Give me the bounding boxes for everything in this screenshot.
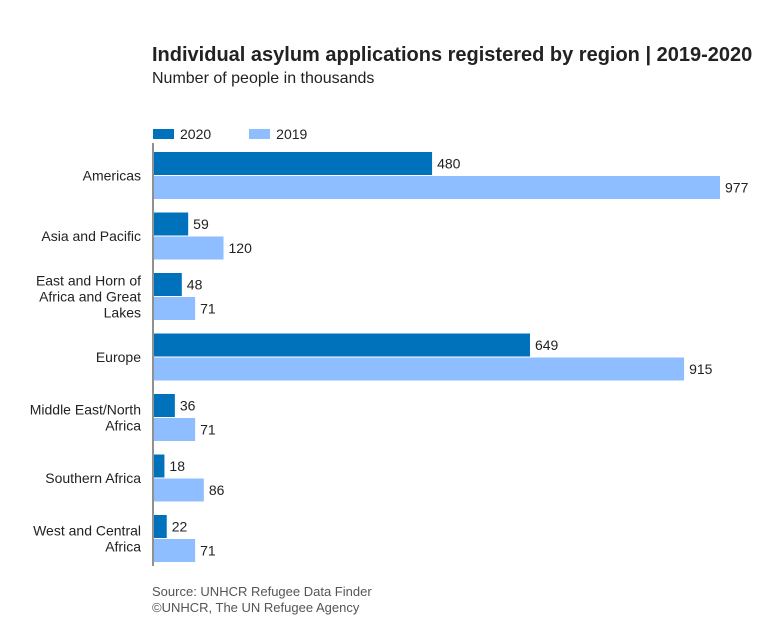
category-label-line: Americas — [83, 168, 141, 184]
data-label-2020: 649 — [535, 337, 559, 353]
category-label: Americas — [83, 168, 141, 184]
bar-2019 — [154, 418, 196, 441]
category-label: Middle East/North Africa — [30, 402, 141, 434]
bar-2020 — [154, 333, 530, 357]
category-labels-group: Americas Asia and Pacific East and Horn of… — [30, 168, 141, 555]
data-label-2020: 36 — [180, 398, 196, 414]
category-label: West and Central Africa — [33, 523, 141, 555]
chart-subtitle: Number of people in thousands — [152, 70, 375, 87]
data-label-2019: 71 — [200, 301, 216, 317]
bar-2020 — [154, 152, 433, 175]
category-label-line: Middle East/North — [30, 402, 141, 418]
data-label-2019: 71 — [200, 422, 216, 438]
category-label-line: Lakes — [104, 305, 141, 321]
legend-item-2019: 2019 — [249, 126, 307, 142]
source-text: Source: UNHCR Refugee Data Finder — [152, 584, 372, 599]
legend-swatch-2020 — [153, 129, 174, 139]
legend-item-2020: 2020 — [153, 126, 211, 142]
bar-2020 — [154, 515, 167, 538]
bar-2019 — [154, 297, 196, 320]
category-label-line: Africa and Great — [39, 289, 141, 305]
data-label-2019: 120 — [229, 240, 253, 256]
bar-2020 — [154, 394, 175, 417]
category-label: Europe — [96, 349, 141, 365]
bar-2019 — [154, 176, 720, 199]
category-label-line: Europe — [96, 349, 141, 365]
source-note: Source: UNHCR Refugee Data Finder ©UNHCR… — [152, 584, 372, 616]
bar-2019 — [154, 478, 204, 502]
legend-swatch-2019 — [249, 129, 271, 139]
data-label-2020: 18 — [169, 458, 185, 474]
category-label: Southern Africa — [45, 470, 141, 486]
category-label-line: Africa — [105, 539, 141, 555]
category-label-line: West and Central — [33, 523, 141, 539]
legend: 2020 2019 — [153, 126, 345, 142]
bar-2019 — [154, 539, 196, 562]
data-label-2019: 71 — [200, 543, 216, 559]
legend-label-2019: 2019 — [276, 126, 308, 142]
data-label-2020: 22 — [172, 519, 188, 535]
data-label-2019: 977 — [725, 180, 749, 196]
category-label: East and Horn of Africa and Great Lakes — [36, 273, 141, 321]
data-label-2020: 48 — [187, 277, 203, 293]
chart-title: Individual asylum applications registere… — [152, 44, 753, 66]
category-label-line: Africa — [105, 418, 141, 434]
data-label-2019: 915 — [689, 361, 713, 377]
category-label-line: East and Horn of — [36, 273, 141, 289]
bar-2020 — [154, 454, 165, 478]
data-label-2020: 59 — [193, 216, 209, 232]
credit-text: ©UNHCR, The UN Refugee Agency — [152, 600, 360, 615]
bar-2019 — [154, 236, 224, 260]
data-label-2019: 86 — [209, 482, 225, 498]
bar-2019 — [154, 357, 685, 381]
bar-2020 — [154, 273, 182, 296]
legend-label-2020: 2020 — [180, 126, 212, 142]
bar-2020 — [154, 212, 189, 236]
category-label-line: Asia and Pacific — [41, 228, 141, 244]
data-label-2020: 480 — [437, 156, 461, 172]
category-label: Asia and Pacific — [41, 228, 141, 244]
category-label-line: Southern Africa — [45, 470, 141, 486]
